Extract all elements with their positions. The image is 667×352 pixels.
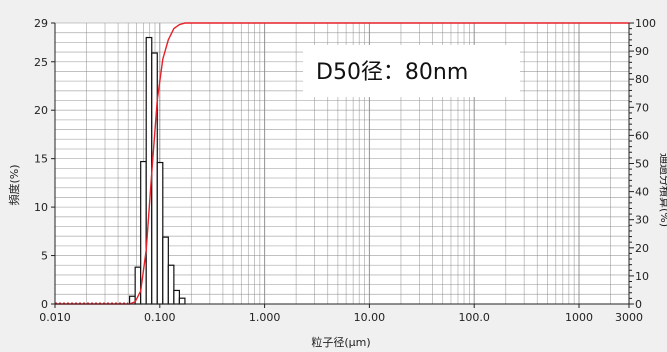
- y-right-axis-title: 通過分積算(%): [658, 153, 667, 227]
- y-right-tick-label: 20: [635, 242, 649, 255]
- x-tick-label: 0.100: [144, 311, 176, 324]
- cumulative-curve-layer: [55, 22, 629, 305]
- x-tick-label: 100.0: [458, 311, 490, 324]
- x-tick-label: 10.00: [354, 311, 386, 324]
- histogram-bar: [162, 236, 169, 305]
- histogram-bar: [167, 264, 175, 305]
- y-right-tick-label: 50: [635, 158, 649, 171]
- histogram-bar: [156, 161, 164, 305]
- y-right-tick-label: 90: [635, 45, 649, 58]
- y-right-tick-label: 100: [635, 17, 656, 30]
- cumulative-curve: [55, 22, 629, 305]
- axes-layer: [51, 22, 634, 308]
- histogram-bar: [145, 36, 153, 305]
- y-right-tick-label: 80: [635, 73, 649, 86]
- y-left-tick-label: 10: [34, 201, 48, 214]
- x-tick-label: 1.000: [249, 311, 281, 324]
- y-left-axis-title: 頻度(%): [7, 164, 21, 205]
- tick-labels-layer: 0.010 0.100 1.000 10.00 100.0 1000 30000510152…: [34, 17, 656, 324]
- y-left-tick-label: 25: [34, 56, 48, 69]
- x-tick-label: 1000: [565, 311, 593, 324]
- annotation-text: D50径：80nm: [316, 60, 468, 85]
- annotation-box: [303, 45, 520, 97]
- d50-annotation: D50径：80nm: [303, 45, 520, 97]
- y-left-tick-label: 15: [34, 153, 48, 166]
- y-right-tick-label: 0: [635, 298, 642, 311]
- y-right-tick-label: 70: [635, 101, 649, 114]
- x-axis-title: 粒子径(μm): [311, 335, 370, 348]
- x-tick-label: 3000: [615, 311, 643, 324]
- y-right-tick-label: 10: [635, 270, 649, 283]
- histogram-bar: [151, 52, 158, 305]
- y-right-tick-label: 30: [635, 214, 649, 227]
- y-right-tick-label: 60: [635, 129, 649, 142]
- x-tick-label: 0.010: [39, 311, 71, 324]
- histogram-bar: [178, 297, 186, 305]
- y-left-tick-label: 5: [41, 250, 48, 263]
- y-left-tick-label: 20: [34, 104, 48, 117]
- y-right-tick-label: 40: [635, 186, 649, 199]
- histogram-bar: [134, 266, 142, 305]
- y-left-tick-label: 0: [41, 298, 48, 311]
- histogram-bar: [173, 289, 180, 305]
- y-left-tick-label: 29: [34, 17, 48, 30]
